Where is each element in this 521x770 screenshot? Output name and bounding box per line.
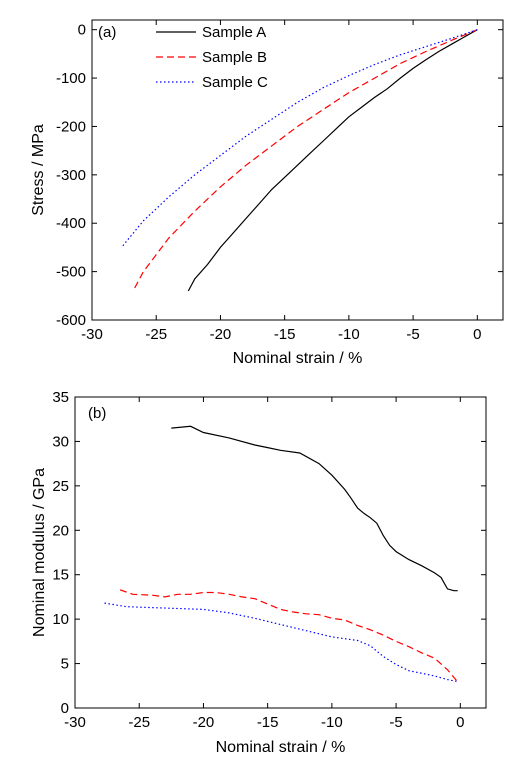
x-tick-label: -15 <box>274 326 296 343</box>
series-line-sample-b <box>119 589 457 681</box>
legend-label: Sample B <box>202 49 267 66</box>
x-tick-label: -15 <box>257 714 279 731</box>
y-axis-label-a: Stress / MPa <box>30 124 47 216</box>
x-tick-label: -10 <box>321 714 343 731</box>
x-tick-label: -20 <box>210 326 232 343</box>
y-tick-label: 10 <box>52 611 69 628</box>
x-tick-label: -5 <box>406 326 419 343</box>
x-tick-label: 0 <box>456 714 464 731</box>
y-tick-label: 0 <box>78 22 86 39</box>
panel-tag-a: (a) <box>98 24 116 41</box>
x-tick-label: -20 <box>193 714 215 731</box>
x-tick-label: -5 <box>389 714 402 731</box>
y-tick-label: 20 <box>52 522 69 539</box>
y-tick-label: -100 <box>56 70 86 87</box>
series-line-sample-b <box>132 29 478 292</box>
x-tick-label: -30 <box>81 326 103 343</box>
plot-frame-a <box>91 19 504 321</box>
series-line-sample-a <box>187 29 478 292</box>
y-tick-label: -600 <box>56 312 86 329</box>
curves-b <box>104 425 458 682</box>
y-tick-label: -500 <box>56 264 86 281</box>
x-tick-label: -25 <box>145 326 167 343</box>
series-line-sample-a <box>171 425 458 592</box>
y-tick-label: -400 <box>56 215 86 232</box>
x-tick-label: -25 <box>128 714 150 731</box>
legend-label: Sample C <box>202 74 268 91</box>
x-axis-label-a: Nominal strain / % <box>233 350 363 367</box>
x-tick-label: -30 <box>64 714 86 731</box>
panel-b-modulus-strain: -30 -25 -20 -15 -10 -5 0 0 5 10 15 20 25 30 35 (b) Nom… <box>31 389 487 756</box>
panel-tag-b: (b) <box>88 405 106 422</box>
panel-a-stress-strain: -30 -25 -20 -15 -10 -5 00-100-200-300-400-500-… <box>30 19 504 367</box>
y-tick-label: 5 <box>61 656 69 673</box>
y-tick-label: -200 <box>56 118 86 135</box>
plot-frame-b <box>74 396 487 709</box>
x-tick-label: -10 <box>338 326 360 343</box>
y-tick-label: 15 <box>52 567 69 584</box>
series-line-sample-c <box>121 29 478 248</box>
curves-a <box>121 29 478 292</box>
y-tick-label: 30 <box>52 433 69 450</box>
y-tick-label: -300 <box>56 167 86 184</box>
ticks-a: -30 -25 -20 -15 -10 -5 00-100-200-300-400-500-… <box>56 20 503 343</box>
legend: Sample A Sample B Sample C <box>156 24 268 91</box>
legend-label: Sample A <box>202 24 266 41</box>
series-line-sample-c <box>104 602 457 682</box>
y-tick-label: 35 <box>52 389 69 406</box>
y-axis-label-b: Nominal modulus / GPa <box>31 468 48 637</box>
x-tick-label: 0 <box>473 326 481 343</box>
y-tick-label: 25 <box>52 478 69 495</box>
y-tick-label: 0 <box>61 700 69 717</box>
ticks-b: -30 -25 -20 -15 -10 -5 0 0 5 10 15 20 25 30 35 <box>52 389 486 731</box>
x-axis-label-b: Nominal strain / % <box>216 739 346 756</box>
